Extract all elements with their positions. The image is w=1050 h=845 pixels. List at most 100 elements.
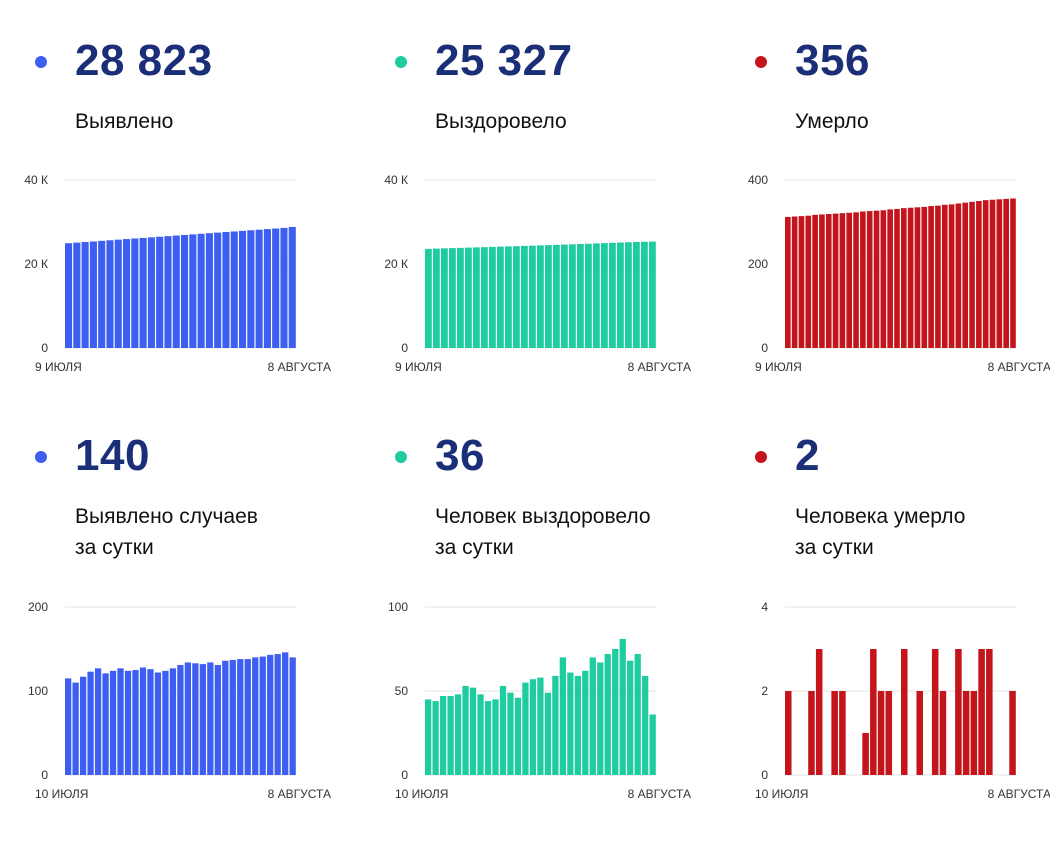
bar [469, 687, 477, 775]
y-tick-label: 100 [28, 684, 48, 698]
bar [846, 212, 853, 348]
y-tick-label: 4 [761, 600, 768, 614]
y-tick-label: 0 [401, 341, 408, 355]
stat-label: Умерло [795, 110, 869, 133]
bar [877, 691, 885, 775]
stat-label: Выявлено случаев [75, 505, 258, 528]
bar [72, 682, 79, 775]
bar [860, 211, 866, 348]
stat-value: 2 [795, 431, 820, 480]
bar [274, 654, 281, 775]
series-dot [395, 451, 407, 463]
bar [147, 237, 155, 348]
bar [955, 203, 962, 348]
bar [109, 670, 117, 775]
bar [569, 244, 576, 348]
y-tick-label: 40 К [384, 173, 408, 187]
bar [441, 248, 448, 348]
bar [457, 247, 464, 348]
bar [139, 667, 147, 775]
bar [230, 231, 238, 348]
bar [123, 239, 131, 348]
stat-value: 25 327 [435, 36, 573, 85]
bar [627, 660, 634, 775]
bar [65, 243, 73, 348]
series-dot [755, 56, 767, 68]
stat-label: за сутки [75, 536, 154, 559]
series-dot [35, 451, 47, 463]
bar [473, 247, 480, 348]
bar [941, 204, 948, 348]
stat-label: Выздоровело [435, 110, 567, 133]
bar [87, 671, 94, 775]
bar [805, 215, 812, 348]
bar-chart: 0 50 100 10 ИЮЛЯ 8 АВГУСТА [388, 600, 691, 801]
bar [649, 241, 656, 348]
bar [544, 692, 552, 775]
bar [832, 213, 839, 348]
bar [815, 649, 823, 775]
bar [642, 675, 649, 775]
x-start-label: 10 ИЮЛЯ [35, 787, 88, 801]
bar [162, 670, 169, 775]
bar [497, 246, 504, 348]
bar [94, 668, 102, 775]
bar [808, 691, 815, 775]
bar [894, 208, 900, 348]
stat-panel: 36 Человек выздоровело за сутки 0 50 100 10 ИЮ… [388, 425, 735, 845]
stat-label: Человек выздоровело [435, 505, 651, 528]
y-tick-label: 20 К [24, 257, 48, 271]
bar [447, 696, 454, 775]
bar [839, 691, 846, 775]
bar [935, 205, 941, 348]
bar [619, 638, 626, 775]
bar [901, 208, 907, 348]
x-end-label: 8 АВГУСТА [988, 360, 1050, 374]
bar [982, 200, 989, 348]
y-tick-label: 20 К [384, 257, 408, 271]
bar [205, 233, 213, 348]
bar [132, 670, 139, 775]
y-tick-label: 2 [761, 684, 768, 698]
bar [449, 248, 456, 348]
bar [239, 230, 247, 348]
bar [1003, 198, 1009, 348]
bar [98, 240, 106, 348]
x-end-label: 8 АВГУСТА [628, 360, 691, 374]
x-start-label: 10 ИЮЛЯ [395, 787, 448, 801]
stat-panel: 356 Умерло 0 200 400 9 ИЮЛЯ 8 АВГУСТА [748, 30, 1050, 450]
bar-chart: 0 2 4 10 ИЮЛЯ 8 АВГУСТА [755, 600, 1050, 801]
bar [798, 216, 805, 348]
bar [812, 214, 818, 348]
bar [272, 228, 280, 348]
bar-chart: 0 100 200 10 ИЮЛЯ 8 АВГУСТА [28, 600, 331, 801]
bar [117, 668, 124, 775]
x-start-label: 9 ИЮЛЯ [755, 360, 802, 374]
bar [255, 229, 263, 348]
bar [433, 248, 440, 348]
bar [931, 649, 939, 775]
bar [921, 206, 928, 348]
bar [169, 668, 177, 775]
bar [199, 664, 206, 775]
bar [114, 239, 122, 348]
bar [492, 699, 499, 775]
bar [612, 649, 619, 775]
bar [885, 691, 893, 775]
stat-value: 356 [795, 36, 870, 85]
bar [791, 216, 798, 348]
bar [288, 226, 296, 348]
bar [156, 236, 164, 348]
stat-value: 28 823 [75, 36, 213, 85]
bar [634, 654, 641, 775]
bar [866, 211, 873, 348]
stat-label: за сутки [435, 536, 514, 559]
bar [887, 209, 893, 348]
bar [289, 657, 296, 775]
bar [89, 241, 97, 348]
bar [247, 230, 255, 348]
bar [164, 236, 172, 348]
stat-label: Человека умерло [795, 505, 966, 528]
bar [425, 699, 432, 775]
bar [873, 210, 880, 348]
